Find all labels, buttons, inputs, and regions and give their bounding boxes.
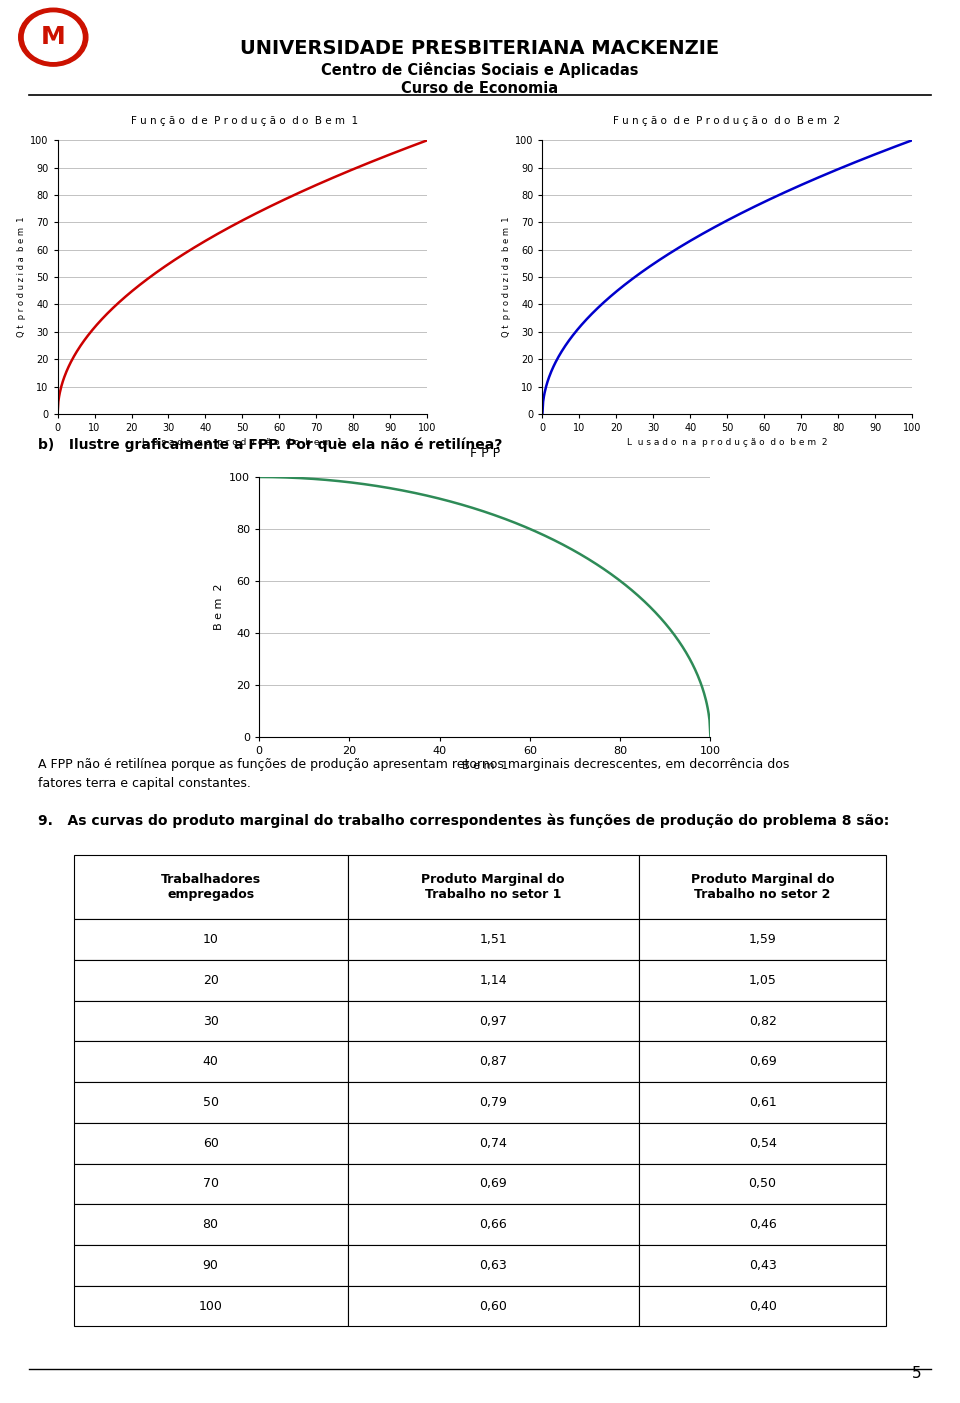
Bar bbox=[348, 1244, 639, 1285]
Bar bbox=[74, 1285, 348, 1326]
Bar bbox=[74, 1041, 348, 1082]
Y-axis label: Q t  p r o d u z i d a  b e m  1: Q t p r o d u z i d a b e m 1 bbox=[17, 217, 26, 337]
Text: 1,59: 1,59 bbox=[749, 933, 777, 946]
Y-axis label: Q t  p r o d u z i d a  b e m  1: Q t p r o d u z i d a b e m 1 bbox=[502, 217, 511, 337]
Text: 0,87: 0,87 bbox=[479, 1055, 507, 1068]
Text: 0,82: 0,82 bbox=[749, 1014, 777, 1027]
Text: UNIVERSIDADE PRESBITERIANA MACKENZIE: UNIVERSIDADE PRESBITERIANA MACKENZIE bbox=[240, 39, 720, 59]
Y-axis label: B e m  2: B e m 2 bbox=[214, 584, 224, 630]
X-axis label: B e m  1: B e m 1 bbox=[462, 762, 508, 772]
Bar bbox=[639, 1000, 886, 1041]
Text: 1,51: 1,51 bbox=[479, 933, 507, 946]
Text: 70: 70 bbox=[203, 1177, 219, 1190]
Text: 0,50: 0,50 bbox=[749, 1177, 777, 1190]
Text: 1,05: 1,05 bbox=[749, 974, 777, 986]
Text: 0,54: 0,54 bbox=[749, 1136, 777, 1149]
Bar bbox=[348, 1285, 639, 1326]
Bar bbox=[348, 1122, 639, 1163]
Text: 0,74: 0,74 bbox=[479, 1136, 507, 1149]
Text: Centro de Ciências Sociais e Aplicadas: Centro de Ciências Sociais e Aplicadas bbox=[322, 62, 638, 77]
Bar bbox=[74, 960, 348, 1000]
Text: 0,79: 0,79 bbox=[479, 1096, 507, 1108]
Text: 0,61: 0,61 bbox=[749, 1096, 777, 1108]
Bar bbox=[74, 1000, 348, 1041]
Bar bbox=[639, 960, 886, 1000]
Text: 0,60: 0,60 bbox=[479, 1299, 507, 1313]
Text: 0,69: 0,69 bbox=[749, 1055, 777, 1068]
Text: 0,43: 0,43 bbox=[749, 1258, 777, 1273]
Text: 20: 20 bbox=[203, 974, 219, 986]
Bar bbox=[74, 1204, 348, 1244]
Text: Curso de Economia: Curso de Economia bbox=[401, 81, 559, 97]
Bar bbox=[639, 1204, 886, 1244]
Text: F u n ç ã o  d e  P r o d u ç ã o  d o  B e m  2: F u n ç ã o d e P r o d u ç ã o d o B e … bbox=[613, 116, 840, 126]
Text: b)   Ilustre graficamente a FPP. Por que ela não é retilínea?: b) Ilustre graficamente a FPP. Por que e… bbox=[38, 438, 503, 452]
Bar bbox=[639, 1244, 886, 1285]
Bar bbox=[74, 919, 348, 960]
Bar bbox=[74, 1163, 348, 1204]
Text: Produto Marginal do
Trabalho no setor 2: Produto Marginal do Trabalho no setor 2 bbox=[691, 873, 834, 901]
Text: 0,46: 0,46 bbox=[749, 1218, 777, 1230]
Bar bbox=[348, 1000, 639, 1041]
Text: M: M bbox=[41, 25, 65, 49]
Text: 100: 100 bbox=[199, 1299, 223, 1313]
Bar bbox=[639, 1122, 886, 1163]
Bar bbox=[348, 1041, 639, 1082]
Text: 40: 40 bbox=[203, 1055, 219, 1068]
Bar bbox=[348, 1204, 639, 1244]
Text: 5: 5 bbox=[912, 1365, 922, 1381]
Bar bbox=[639, 919, 886, 960]
Bar bbox=[639, 1041, 886, 1082]
Text: F P P: F P P bbox=[469, 448, 500, 460]
Text: 0,40: 0,40 bbox=[749, 1299, 777, 1313]
Bar bbox=[348, 856, 639, 919]
Bar bbox=[639, 856, 886, 919]
X-axis label: L  u s a d o  n a  p r o d u ç ã o  d o  b e m  1: L u s a d o n a p r o d u ç ã o d o b e … bbox=[142, 439, 343, 448]
Text: 10: 10 bbox=[203, 933, 219, 946]
Text: 0,69: 0,69 bbox=[479, 1177, 507, 1190]
Text: A FPP não é retilínea porque as funções de produção apresentam retornos marginai: A FPP não é retilínea porque as funções … bbox=[38, 758, 790, 790]
Bar bbox=[639, 1285, 886, 1326]
Bar bbox=[639, 1163, 886, 1204]
Text: 30: 30 bbox=[203, 1014, 219, 1027]
Text: 1,14: 1,14 bbox=[479, 974, 507, 986]
Text: 0,66: 0,66 bbox=[479, 1218, 507, 1230]
Bar bbox=[74, 1244, 348, 1285]
Bar bbox=[74, 1122, 348, 1163]
Text: Trabalhadores
empregados: Trabalhadores empregados bbox=[160, 873, 261, 901]
Text: 0,63: 0,63 bbox=[479, 1258, 507, 1273]
Text: 60: 60 bbox=[203, 1136, 219, 1149]
Text: F u n ç ã o  d e  P r o d u ç ã o  d o  B e m  1: F u n ç ã o d e P r o d u ç ã o d o B e … bbox=[132, 116, 358, 126]
Text: 0,97: 0,97 bbox=[479, 1014, 507, 1027]
Bar bbox=[74, 1082, 348, 1122]
Bar bbox=[639, 1082, 886, 1122]
Text: 9.   As curvas do produto marginal do trabalho correspondentes às funções de pro: 9. As curvas do produto marginal do trab… bbox=[38, 814, 890, 828]
Bar bbox=[74, 856, 348, 919]
Text: 90: 90 bbox=[203, 1258, 219, 1273]
Circle shape bbox=[25, 13, 82, 62]
Bar bbox=[348, 1163, 639, 1204]
Text: 80: 80 bbox=[203, 1218, 219, 1230]
Circle shape bbox=[19, 8, 88, 66]
Bar bbox=[348, 1082, 639, 1122]
Bar bbox=[348, 960, 639, 1000]
X-axis label: L  u s a d o  n a  p r o d u ç ã o  d o  b e m  2: L u s a d o n a p r o d u ç ã o d o b e … bbox=[627, 439, 828, 448]
Text: 50: 50 bbox=[203, 1096, 219, 1108]
Text: Produto Marginal do
Trabalho no setor 1: Produto Marginal do Trabalho no setor 1 bbox=[421, 873, 565, 901]
Bar bbox=[348, 919, 639, 960]
